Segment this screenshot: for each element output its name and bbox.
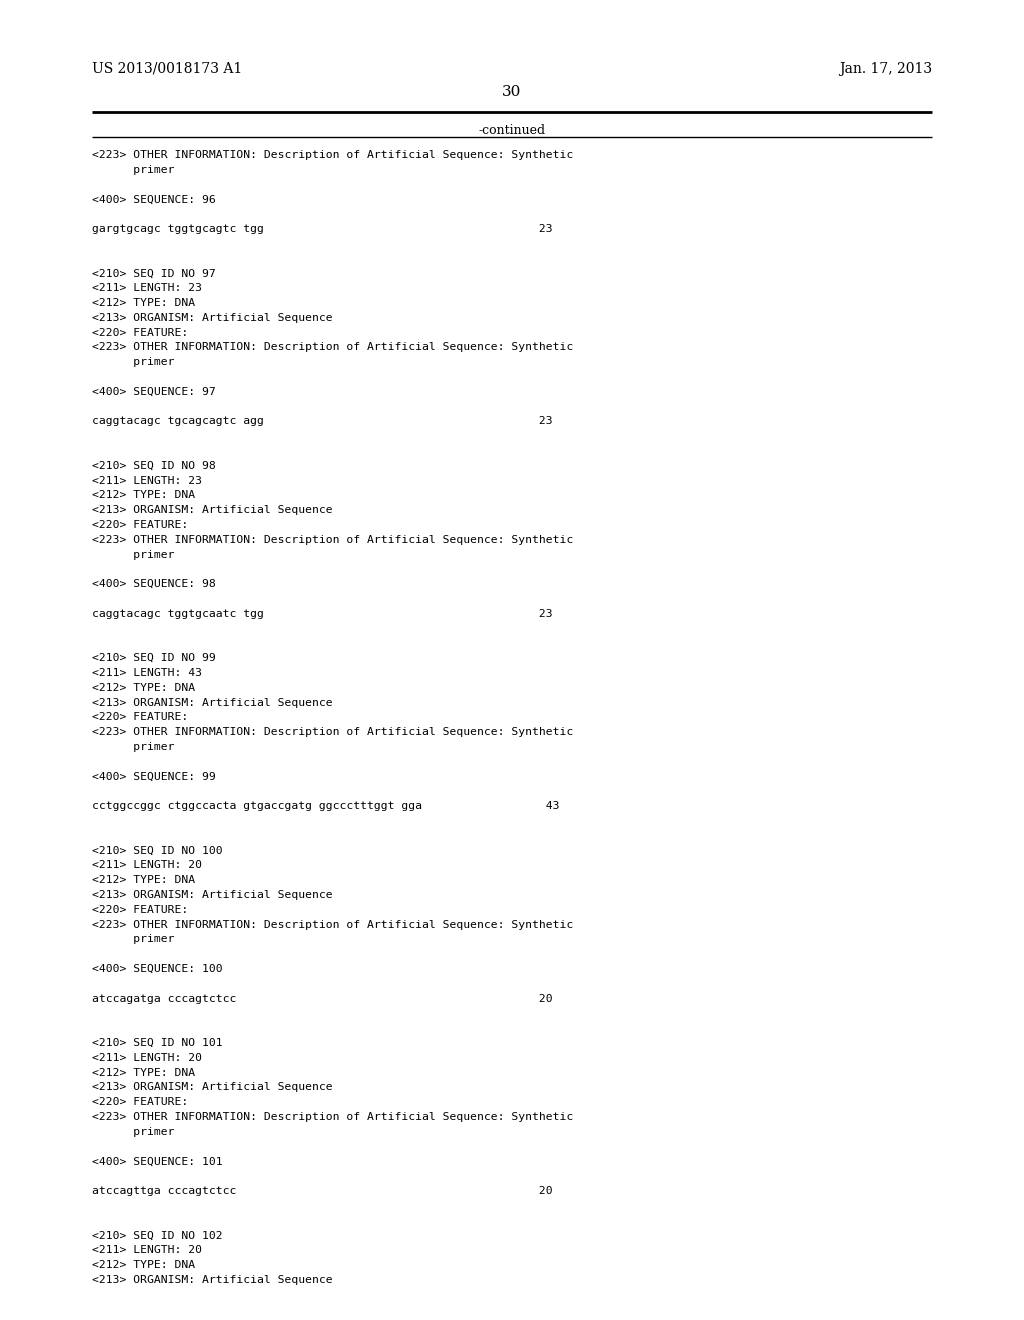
Text: <223> OTHER INFORMATION: Description of Artificial Sequence: Synthetic: <223> OTHER INFORMATION: Description of … — [92, 150, 573, 160]
Text: <220> FEATURE:: <220> FEATURE: — [92, 904, 188, 915]
Text: primer: primer — [92, 1127, 175, 1137]
Text: <213> ORGANISM: Artificial Sequence: <213> ORGANISM: Artificial Sequence — [92, 697, 333, 708]
Text: <220> FEATURE:: <220> FEATURE: — [92, 1097, 188, 1107]
Text: <400> SEQUENCE: 96: <400> SEQUENCE: 96 — [92, 194, 216, 205]
Text: <212> TYPE: DNA: <212> TYPE: DNA — [92, 682, 196, 693]
Text: <211> LENGTH: 20: <211> LENGTH: 20 — [92, 1245, 202, 1255]
Text: <223> OTHER INFORMATION: Description of Artificial Sequence: Synthetic: <223> OTHER INFORMATION: Description of … — [92, 535, 573, 545]
Text: cctggccggc ctggccacta gtgaccgatg ggccctttggt gga                  43: cctggccggc ctggccacta gtgaccgatg ggccctt… — [92, 801, 560, 812]
Text: <220> FEATURE:: <220> FEATURE: — [92, 713, 188, 722]
Text: <212> TYPE: DNA: <212> TYPE: DNA — [92, 1261, 196, 1270]
Text: <210> SEQ ID NO 101: <210> SEQ ID NO 101 — [92, 1038, 223, 1048]
Text: <212> TYPE: DNA: <212> TYPE: DNA — [92, 491, 196, 500]
Text: primer: primer — [92, 358, 175, 367]
Text: primer: primer — [92, 549, 175, 560]
Text: <212> TYPE: DNA: <212> TYPE: DNA — [92, 1068, 196, 1077]
Text: 30: 30 — [503, 84, 521, 99]
Text: <223> OTHER INFORMATION: Description of Artificial Sequence: Synthetic: <223> OTHER INFORMATION: Description of … — [92, 1111, 573, 1122]
Text: <223> OTHER INFORMATION: Description of Artificial Sequence: Synthetic: <223> OTHER INFORMATION: Description of … — [92, 342, 573, 352]
Text: <220> FEATURE:: <220> FEATURE: — [92, 520, 188, 531]
Text: <210> SEQ ID NO 100: <210> SEQ ID NO 100 — [92, 846, 223, 855]
Text: <212> TYPE: DNA: <212> TYPE: DNA — [92, 875, 196, 886]
Text: -continued: -continued — [478, 124, 546, 137]
Text: US 2013/0018173 A1: US 2013/0018173 A1 — [92, 62, 243, 77]
Text: <213> ORGANISM: Artificial Sequence: <213> ORGANISM: Artificial Sequence — [92, 1275, 333, 1284]
Text: <210> SEQ ID NO 98: <210> SEQ ID NO 98 — [92, 461, 216, 471]
Text: primer: primer — [92, 742, 175, 752]
Text: <223> OTHER INFORMATION: Description of Artificial Sequence: Synthetic: <223> OTHER INFORMATION: Description of … — [92, 727, 573, 737]
Text: <213> ORGANISM: Artificial Sequence: <213> ORGANISM: Artificial Sequence — [92, 506, 333, 515]
Text: Jan. 17, 2013: Jan. 17, 2013 — [839, 62, 932, 77]
Text: caggtacagc tgcagcagtc agg                                        23: caggtacagc tgcagcagtc agg 23 — [92, 416, 553, 426]
Text: <211> LENGTH: 43: <211> LENGTH: 43 — [92, 668, 202, 678]
Text: <210> SEQ ID NO 99: <210> SEQ ID NO 99 — [92, 653, 216, 663]
Text: primer: primer — [92, 165, 175, 174]
Text: <220> FEATURE:: <220> FEATURE: — [92, 327, 188, 338]
Text: <211> LENGTH: 20: <211> LENGTH: 20 — [92, 861, 202, 870]
Text: <210> SEQ ID NO 97: <210> SEQ ID NO 97 — [92, 268, 216, 279]
Text: <213> ORGANISM: Artificial Sequence: <213> ORGANISM: Artificial Sequence — [92, 890, 333, 900]
Text: <400> SEQUENCE: 99: <400> SEQUENCE: 99 — [92, 772, 216, 781]
Text: <400> SEQUENCE: 100: <400> SEQUENCE: 100 — [92, 964, 223, 974]
Text: primer: primer — [92, 935, 175, 944]
Text: <213> ORGANISM: Artificial Sequence: <213> ORGANISM: Artificial Sequence — [92, 1082, 333, 1093]
Text: atccagatga cccagtctcc                                            20: atccagatga cccagtctcc 20 — [92, 994, 553, 1003]
Text: <223> OTHER INFORMATION: Description of Artificial Sequence: Synthetic: <223> OTHER INFORMATION: Description of … — [92, 920, 573, 929]
Text: <210> SEQ ID NO 102: <210> SEQ ID NO 102 — [92, 1230, 223, 1241]
Text: <211> LENGTH: 20: <211> LENGTH: 20 — [92, 1053, 202, 1063]
Text: <400> SEQUENCE: 97: <400> SEQUENCE: 97 — [92, 387, 216, 397]
Text: caggtacagc tggtgcaatc tgg                                        23: caggtacagc tggtgcaatc tgg 23 — [92, 609, 553, 619]
Text: <211> LENGTH: 23: <211> LENGTH: 23 — [92, 475, 202, 486]
Text: gargtgcagc tggtgcagtc tgg                                        23: gargtgcagc tggtgcagtc tgg 23 — [92, 224, 553, 234]
Text: <211> LENGTH: 23: <211> LENGTH: 23 — [92, 284, 202, 293]
Text: atccagttga cccagtctcc                                            20: atccagttga cccagtctcc 20 — [92, 1185, 553, 1196]
Text: <400> SEQUENCE: 101: <400> SEQUENCE: 101 — [92, 1156, 223, 1167]
Text: <400> SEQUENCE: 98: <400> SEQUENCE: 98 — [92, 579, 216, 589]
Text: <213> ORGANISM: Artificial Sequence: <213> ORGANISM: Artificial Sequence — [92, 313, 333, 323]
Text: <212> TYPE: DNA: <212> TYPE: DNA — [92, 298, 196, 308]
